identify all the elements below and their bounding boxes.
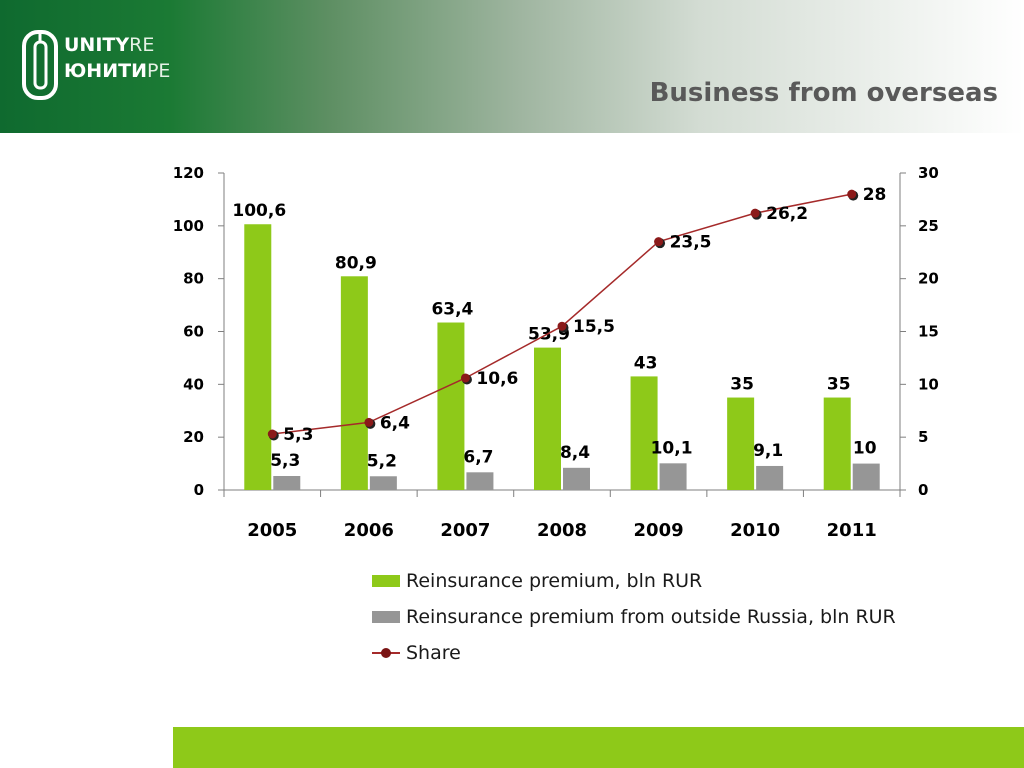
logo-emblem-icon <box>22 30 58 100</box>
chart-legend: Reinsurance premium, bln RUR Reinsurance… <box>372 563 896 671</box>
data-label-outside-russia: 8,4 <box>560 443 590 463</box>
x-tick-label: 2009 <box>634 520 684 541</box>
page-title: Business from overseas <box>649 78 998 108</box>
data-label-share: 10,6 <box>476 369 518 389</box>
x-tick-label: 2006 <box>344 520 394 541</box>
bar-premium <box>437 322 465 490</box>
bar-premium <box>534 347 561 490</box>
data-label-premium: 100,6 <box>232 201 286 221</box>
right-tick-label: 25 <box>918 217 939 235</box>
data-label-outside-russia: 5,3 <box>270 451 300 471</box>
legend-item-premium: Reinsurance premium, bln RUR <box>372 563 896 599</box>
data-label-share: 5,3 <box>283 425 313 445</box>
data-label-outside-russia: 10,1 <box>651 438 693 458</box>
share-point <box>750 208 760 218</box>
data-label-share: 23,5 <box>670 233 712 253</box>
right-tick-label: 20 <box>918 270 939 288</box>
share-point <box>364 417 374 427</box>
legend-label-share: Share <box>406 642 461 664</box>
bar-premium <box>244 224 272 490</box>
right-tick-label: 10 <box>918 375 939 393</box>
left-tick-label: 60 <box>183 323 204 341</box>
right-tick-label: 0 <box>918 481 928 499</box>
data-label-outside-russia: 5,2 <box>367 451 397 471</box>
bar-premium <box>727 397 755 490</box>
bar-outside-russia <box>369 476 397 490</box>
bar-outside-russia <box>466 472 494 490</box>
share-point <box>557 321 567 331</box>
data-label-premium: 63,4 <box>431 300 473 320</box>
data-label-premium: 35 <box>730 375 754 395</box>
share-point <box>460 373 470 383</box>
left-tick-label: 80 <box>183 270 204 288</box>
bar-outside-russia <box>756 465 784 490</box>
left-tick-label: 0 <box>194 481 204 499</box>
header-banner: UNITYRE ЮНИТИРЕ Business from overseas <box>0 0 1024 133</box>
x-tick-label: 2008 <box>537 520 587 541</box>
bar-outside-russia <box>852 463 880 490</box>
share-point <box>654 237 664 247</box>
bar-premium <box>340 276 368 490</box>
legend-swatch-outside-russia <box>372 611 400 623</box>
data-label-share: 28 <box>863 185 887 205</box>
bar-outside-russia <box>563 467 590 490</box>
data-label-outside-russia: 9,1 <box>753 441 783 461</box>
data-label-outside-russia: 10 <box>853 439 877 459</box>
legend-item-share: Share <box>372 635 896 671</box>
logo-text-cyrillic: ЮНИТИРЕ <box>64 60 171 82</box>
right-tick-label: 15 <box>918 323 939 341</box>
bar-outside-russia <box>273 475 301 490</box>
legend-line-share <box>372 647 400 659</box>
left-tick-label: 100 <box>173 217 204 235</box>
x-tick-label: 2011 <box>827 520 877 541</box>
left-tick-label: 20 <box>183 428 204 446</box>
company-logo: UNITYRE ЮНИТИРЕ <box>20 28 170 108</box>
bar-premium <box>630 376 658 490</box>
right-tick-label: 5 <box>918 428 928 446</box>
data-label-share: 6,4 <box>380 413 410 433</box>
data-label-outside-russia: 6,7 <box>463 447 493 467</box>
data-label-premium: 43 <box>634 353 658 373</box>
footer-bar <box>173 727 1024 768</box>
left-tick-label: 120 <box>173 164 204 182</box>
right-tick-label: 30 <box>918 164 939 182</box>
data-label-premium: 80,9 <box>335 253 377 273</box>
data-label-share: 15,5 <box>573 317 615 337</box>
left-tick-label: 40 <box>183 375 204 393</box>
logo-text-latin: UNITYRE <box>64 34 155 56</box>
bar-premium <box>823 397 851 490</box>
share-point <box>267 429 277 439</box>
chart: 0 20 40 60 80 100 120 0 5 10 15 20 25 30 2005 2006 2007 2… <box>173 164 939 541</box>
legend-label-premium: Reinsurance premium, bln RUR <box>406 570 703 592</box>
legend-label-outside-russia: Reinsurance premium from outside Russia,… <box>406 606 896 628</box>
share-point <box>847 189 857 199</box>
legend-item-outside-russia: Reinsurance premium from outside Russia,… <box>372 599 896 635</box>
x-tick-label: 2010 <box>730 520 780 541</box>
x-tick-label: 2007 <box>440 520 490 541</box>
data-label-premium: 35 <box>827 375 851 395</box>
bar-outside-russia <box>659 463 687 490</box>
x-tick-label: 2005 <box>247 520 297 541</box>
data-label-share: 26,2 <box>766 204 808 224</box>
legend-swatch-premium <box>372 575 400 587</box>
